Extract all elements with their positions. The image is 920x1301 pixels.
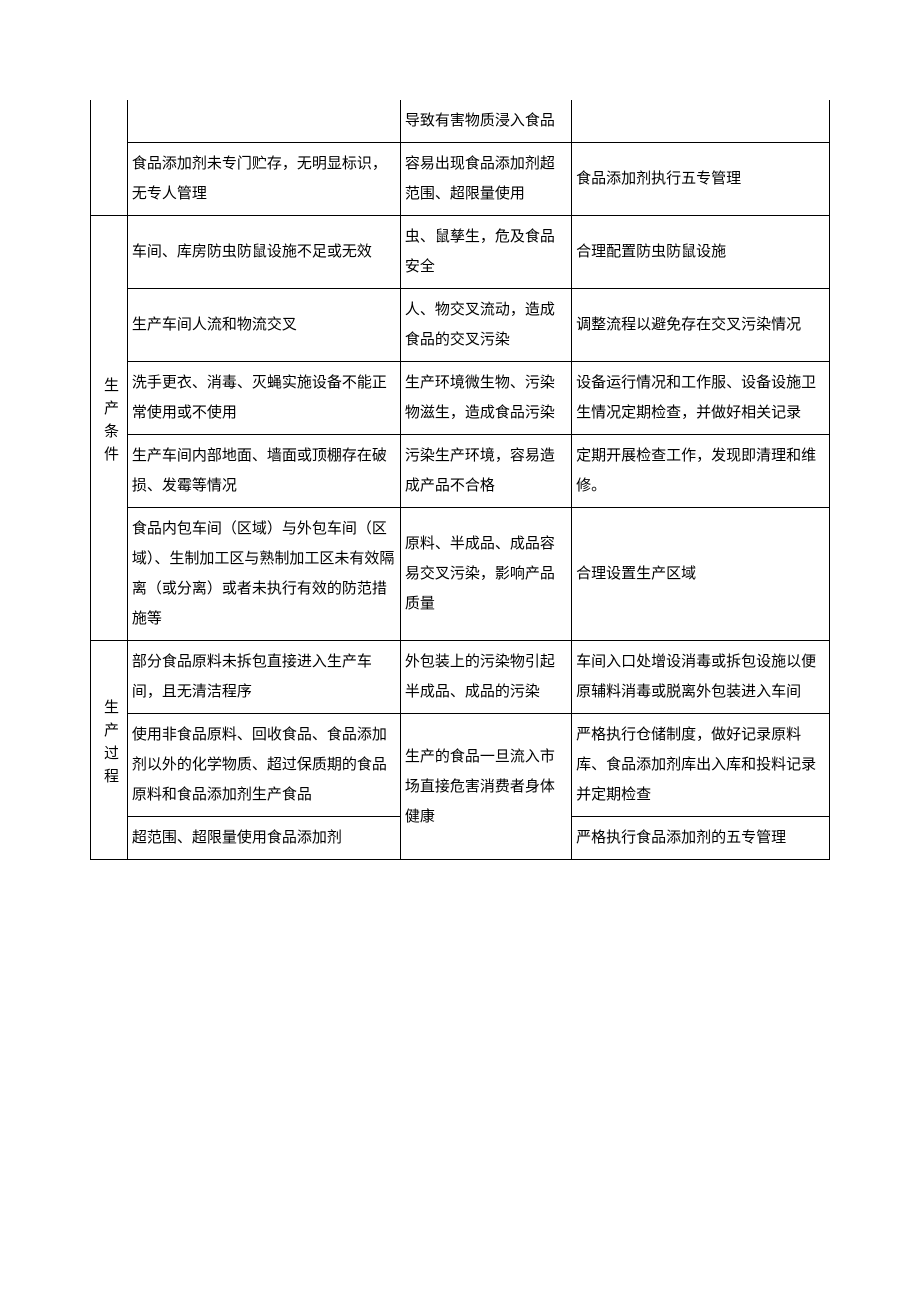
- risk-table: 导致有害物质浸入食品 食品添加剂未专门贮存，无明显标识，无专人管理 容易出现食品…: [90, 100, 830, 860]
- measure-cell: 严格执行食品添加剂的五专管理: [572, 817, 830, 860]
- measure-cell: 调整流程以避免存在交叉污染情况: [572, 289, 830, 362]
- table-row: 生产车间内部地面、墙面或顶棚存在破损、发霉等情况 污染生产环境，容易造成产品不合…: [91, 435, 830, 508]
- problem-cell: 超范围、超限量使用食品添加剂: [127, 817, 400, 860]
- measure-cell: 严格执行仓储制度，做好记录原料库、食品添加剂库出入库和投料记录并定期检查: [572, 714, 830, 817]
- measure-cell: 设备运行情况和工作服、设备设施卫生情况定期检查，并做好相关记录: [572, 362, 830, 435]
- page-container: 导致有害物质浸入食品 食品添加剂未专门贮存，无明显标识，无专人管理 容易出现食品…: [0, 0, 920, 920]
- problem-cell: 食品内包车间（区域）与外包车间（区域）、生制加工区与熟制加工区未有效隔离（或分离…: [127, 508, 400, 641]
- table-row: 洗手更衣、消毒、灭蝇实施设备不能正常使用或不使用 生产环境微生物、污染物滋生，造…: [91, 362, 830, 435]
- measure-cell: 车间入口处增设消毒或拆包设施以便原辅料消毒或脱离外包装进入车间: [572, 641, 830, 714]
- risk-cell: 虫、鼠孳生，危及食品安全: [400, 216, 571, 289]
- measure-cell: 合理配置防虫防鼠设施: [572, 216, 830, 289]
- category-cell: 生产条件: [91, 216, 128, 641]
- category-cell: [91, 100, 128, 216]
- table-row: 生产车间人流和物流交叉 人、物交叉流动，造成食品的交叉污染 调整流程以避免存在交…: [91, 289, 830, 362]
- risk-cell: 导致有害物质浸入食品: [400, 100, 571, 143]
- risk-cell: 人、物交叉流动，造成食品的交叉污染: [400, 289, 571, 362]
- problem-cell: 车间、库房防虫防鼠设施不足或无效: [127, 216, 400, 289]
- category-cell: 生产过程: [91, 641, 128, 860]
- table-row: 导致有害物质浸入食品: [91, 100, 830, 143]
- risk-cell: 外包装上的污染物引起半成品、成品的污染: [400, 641, 571, 714]
- risk-cell: 生产的食品一旦流入市场直接危害消费者身体健康: [400, 714, 571, 860]
- risk-cell: 容易出现食品添加剂超范围、超限量使用: [400, 143, 571, 216]
- problem-cell: 生产车间人流和物流交叉: [127, 289, 400, 362]
- table-row: 食品内包车间（区域）与外包车间（区域）、生制加工区与熟制加工区未有效隔离（或分离…: [91, 508, 830, 641]
- risk-cell: 污染生产环境，容易造成产品不合格: [400, 435, 571, 508]
- problem-cell: 生产车间内部地面、墙面或顶棚存在破损、发霉等情况: [127, 435, 400, 508]
- problem-cell: 食品添加剂未专门贮存，无明显标识，无专人管理: [127, 143, 400, 216]
- problem-cell: 洗手更衣、消毒、灭蝇实施设备不能正常使用或不使用: [127, 362, 400, 435]
- problem-cell: [127, 100, 400, 143]
- measure-cell: [572, 100, 830, 143]
- risk-cell: 原料、半成品、成品容易交叉污染，影响产品质量: [400, 508, 571, 641]
- measure-cell: 食品添加剂执行五专管理: [572, 143, 830, 216]
- table-row: 使用非食品原料、回收食品、食品添加剂以外的化学物质、超过保质期的食品原料和食品添…: [91, 714, 830, 817]
- measure-cell: 合理设置生产区域: [572, 508, 830, 641]
- table-row: 食品添加剂未专门贮存，无明显标识，无专人管理 容易出现食品添加剂超范围、超限量使…: [91, 143, 830, 216]
- risk-cell: 生产环境微生物、污染物滋生，造成食品污染: [400, 362, 571, 435]
- table-row: 生产过程 部分食品原料未拆包直接进入生产车间，且无清洁程序 外包装上的污染物引起…: [91, 641, 830, 714]
- problem-cell: 使用非食品原料、回收食品、食品添加剂以外的化学物质、超过保质期的食品原料和食品添…: [127, 714, 400, 817]
- measure-cell: 定期开展检查工作，发现即清理和维修。: [572, 435, 830, 508]
- table-row: 生产条件 车间、库房防虫防鼠设施不足或无效 虫、鼠孳生，危及食品安全 合理配置防…: [91, 216, 830, 289]
- problem-cell: 部分食品原料未拆包直接进入生产车间，且无清洁程序: [127, 641, 400, 714]
